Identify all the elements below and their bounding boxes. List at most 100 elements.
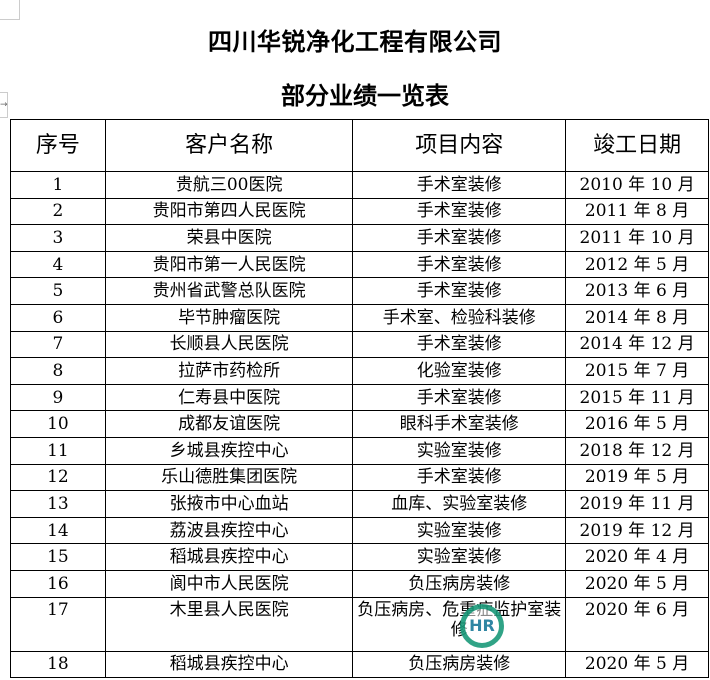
cell-customer-name: 拉萨市药检所 bbox=[104, 357, 354, 385]
table-row: 14 荔波县疾控中心 实验室装修 2019 年 12 月 bbox=[10, 516, 709, 545]
cell-customer-name: 毕节肿瘤医院 bbox=[104, 303, 354, 332]
cell-customer-name: 乐山德胜集团医院 bbox=[104, 463, 354, 492]
cell-serial-number: 5 bbox=[10, 277, 106, 305]
cell-customer-name: 阆中市人民医院 bbox=[104, 569, 354, 598]
table-header-row: 序号 客户名称 项目内容 竣工日期 bbox=[10, 119, 709, 172]
cell-completion-date: 2013 年 6 月 bbox=[565, 277, 709, 305]
cell-project-content: 手术室、检验科装修 bbox=[352, 303, 567, 332]
cell-serial-number: 14 bbox=[10, 516, 106, 545]
table-row: 2 贵阳市第四人民医院 手术室装修 2011 年 8 月 bbox=[10, 197, 709, 226]
cell-serial-number: 10 bbox=[10, 410, 106, 438]
cell-project-content: 实验室装修 bbox=[352, 516, 567, 545]
cell-customer-name: 张掖市中心血站 bbox=[104, 490, 354, 518]
cell-serial-number: 7 bbox=[10, 330, 106, 359]
cell-customer-name: 稻城县疾控中心 bbox=[104, 650, 354, 679]
cell-serial-number: 17 bbox=[10, 596, 106, 652]
cell-customer-name: 仁寿县中医院 bbox=[104, 383, 354, 412]
cell-project-content: 手术室装修 bbox=[352, 224, 567, 252]
cell-customer-name: 贵阳市第四人民医院 bbox=[104, 197, 354, 226]
cell-customer-name: 长顺县人民医院 bbox=[104, 330, 354, 359]
cell-completion-date: 2012 年 5 月 bbox=[565, 250, 709, 279]
header-completion-date: 竣工日期 bbox=[565, 119, 709, 172]
table-row: 18 稻城县疾控中心 负压病房装修 2020 年 5 月 bbox=[10, 650, 709, 679]
cell-serial-number: 2 bbox=[10, 197, 106, 226]
cell-completion-date: 2020 年 6 月 bbox=[565, 596, 709, 652]
cell-project-content: 手术室装修 bbox=[352, 171, 567, 199]
cell-customer-name: 贵州省武警总队医院 bbox=[104, 277, 354, 305]
cell-completion-date: 2015 年 7 月 bbox=[565, 357, 709, 385]
cell-customer-name: 木里县人民医院 bbox=[104, 596, 354, 652]
cell-serial-number: 6 bbox=[10, 303, 106, 332]
cell-customer-name: 乡城县疾控中心 bbox=[104, 436, 354, 465]
cell-serial-number: 16 bbox=[10, 569, 106, 598]
cell-project-content: 实验室装修 bbox=[352, 436, 567, 465]
watermark-logo: HR bbox=[460, 604, 504, 648]
cell-customer-name: 贵阳市第一人民医院 bbox=[104, 250, 354, 279]
cell-project-content: 实验室装修 bbox=[352, 543, 567, 571]
cell-completion-date: 2020 年 4 月 bbox=[565, 543, 709, 571]
cell-completion-date: 2015 年 11 月 bbox=[565, 383, 709, 412]
table-move-handle-icon[interactable]: → bbox=[0, 92, 8, 118]
cell-project-content: 手术室装修 bbox=[352, 383, 567, 412]
table-row: 15 稻城县疾控中心 实验室装修 2020 年 4 月 bbox=[10, 543, 709, 571]
table-row: 3 荣县中医院 手术室装修 2011 年 10 月 bbox=[10, 224, 709, 252]
table-row: 11 乡城县疾控中心 实验室装修 2018 年 12 月 bbox=[10, 436, 709, 465]
header-customer-name: 客户名称 bbox=[104, 119, 354, 172]
table-row: 6 毕节肿瘤医院 手术室、检验科装修 2014 年 8 月 bbox=[10, 303, 709, 332]
header-project-content: 项目内容 bbox=[352, 119, 567, 172]
cell-completion-date: 2019 年 5 月 bbox=[565, 463, 709, 492]
cell-project-content: 手术室装修 bbox=[352, 330, 567, 359]
cell-serial-number: 9 bbox=[10, 383, 106, 412]
cell-customer-name: 稻城县疾控中心 bbox=[104, 543, 354, 571]
page-corner-mark bbox=[0, 0, 20, 20]
cell-project-content: 负压病房装修 bbox=[352, 569, 567, 598]
header-serial-number: 序号 bbox=[10, 119, 106, 172]
table-row: 13 张掖市中心血站 血库、实验室装修 2019 年 11 月 bbox=[10, 490, 709, 518]
cell-serial-number: 15 bbox=[10, 543, 106, 571]
cell-project-content: 手术室装修 bbox=[352, 463, 567, 492]
cell-serial-number: 8 bbox=[10, 357, 106, 385]
table-row: 12 乐山德胜集团医院 手术室装修 2019 年 5 月 bbox=[10, 463, 709, 492]
cell-project-content: 手术室装修 bbox=[352, 197, 567, 226]
cell-completion-date: 2020 年 5 月 bbox=[565, 569, 709, 598]
cell-completion-date: 2019 年 11 月 bbox=[565, 490, 709, 518]
cell-completion-date: 2014 年 8 月 bbox=[565, 303, 709, 332]
cell-customer-name: 荣县中医院 bbox=[104, 224, 354, 252]
table-row: 5 贵州省武警总队医院 手术室装修 2013 年 6 月 bbox=[10, 277, 709, 305]
cell-project-content: 手术室装修 bbox=[352, 277, 567, 305]
cell-completion-date: 2011 年 8 月 bbox=[565, 197, 709, 226]
company-title: 四川华锐净化工程有限公司 bbox=[208, 28, 502, 56]
cell-completion-date: 2010 年 10 月 bbox=[565, 171, 709, 199]
table-row: 10 成都友谊医院 眼科手术室装修 2016 年 5 月 bbox=[10, 410, 709, 438]
cell-serial-number: 4 bbox=[10, 250, 106, 279]
cell-serial-number: 12 bbox=[10, 463, 106, 492]
cell-completion-date: 2016 年 5 月 bbox=[565, 410, 709, 438]
table-row: 9 仁寿县中医院 手术室装修 2015 年 11 月 bbox=[10, 383, 709, 412]
cell-completion-date: 2019 年 12 月 bbox=[565, 516, 709, 545]
table-row: 8 拉萨市药检所 化验室装修 2015 年 7 月 bbox=[10, 357, 709, 385]
cell-project-content: 血库、实验室装修 bbox=[352, 490, 567, 518]
cell-customer-name: 荔波县疾控中心 bbox=[104, 516, 354, 545]
cell-customer-name: 贵航三00医院 bbox=[104, 171, 354, 199]
cell-serial-number: 1 bbox=[10, 171, 106, 199]
cell-completion-date: 2018 年 12 月 bbox=[565, 436, 709, 465]
table-row: 16 阆中市人民医院 负压病房装修 2020 年 5 月 bbox=[10, 569, 709, 598]
cell-completion-date: 2014 年 12 月 bbox=[565, 330, 709, 359]
cell-serial-number: 18 bbox=[10, 650, 106, 679]
cell-serial-number: 11 bbox=[10, 436, 106, 465]
cell-project-content: 负压病房、危重症监护室装修 bbox=[352, 596, 567, 652]
cell-completion-date: 2020 年 5 月 bbox=[565, 650, 709, 679]
cell-serial-number: 3 bbox=[10, 224, 106, 252]
cell-project-content: 手术室装修 bbox=[352, 250, 567, 279]
cell-project-content: 眼科手术室装修 bbox=[352, 410, 567, 438]
cell-completion-date: 2011 年 10 月 bbox=[565, 224, 709, 252]
document-subtitle: 部分业绩一览表 bbox=[281, 82, 449, 110]
table-row: 7 长顺县人民医院 手术室装修 2014 年 12 月 bbox=[10, 330, 709, 359]
table-row: 4 贵阳市第一人民医院 手术室装修 2012 年 5 月 bbox=[10, 250, 709, 279]
cell-project-content: 化验室装修 bbox=[352, 357, 567, 385]
cell-project-content: 负压病房装修 bbox=[352, 650, 567, 679]
table-row: 1 贵航三00医院 手术室装修 2010 年 10 月 bbox=[10, 171, 709, 199]
cell-customer-name: 成都友谊医院 bbox=[104, 410, 354, 438]
